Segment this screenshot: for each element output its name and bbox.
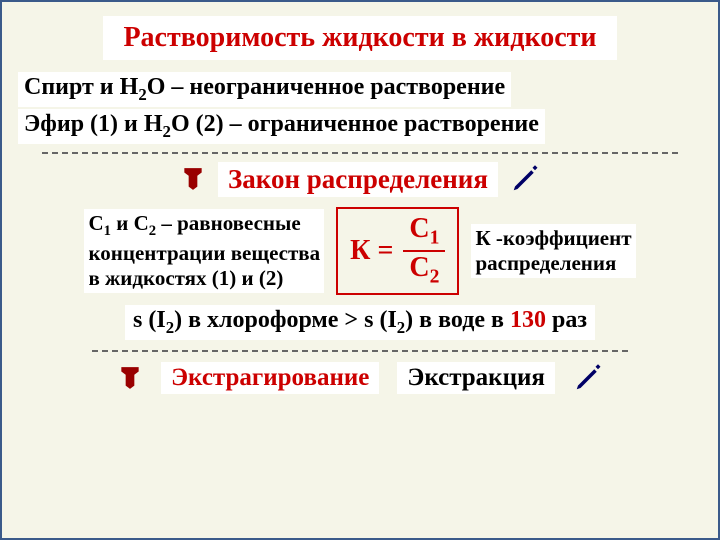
bullet-icon xyxy=(117,365,143,391)
text-line-2: Эфир (1) и Н2О (2) – ограниченное раство… xyxy=(18,109,545,144)
formula-box: К = С1 С2 xyxy=(336,207,459,295)
divider-2 xyxy=(92,350,628,352)
pencil-icon xyxy=(573,363,603,393)
term-extraktsiya: Экстракция xyxy=(397,362,555,394)
pencil-icon xyxy=(510,164,540,194)
text-line-1: Спирт и Н2О – неограниченное растворение xyxy=(18,72,511,107)
comparison-line: s (I2) в хлороформе > s (I2) в воде в 13… xyxy=(125,305,595,340)
law-heading: Закон распределения xyxy=(218,162,498,197)
formula-fraction: С1 С2 xyxy=(403,215,445,287)
slide-title: Растворимость жидкости в жидкости xyxy=(103,16,616,60)
bullet-icon xyxy=(180,166,206,192)
formula-row: С1 и С2 – равновесные концентрации вещес… xyxy=(16,207,704,295)
formula-k: К = xyxy=(350,235,393,267)
definition-right: К -коэффициент распределения xyxy=(471,224,635,278)
term-extragirovanie: Экстрагирование xyxy=(161,362,379,394)
divider-1 xyxy=(42,152,678,154)
terms-row: Экстрагирование Экстракция xyxy=(2,362,718,394)
law-heading-row: Закон распределения xyxy=(2,162,718,197)
definition-left: С1 и С2 – равновесные концентрации вещес… xyxy=(84,209,324,293)
